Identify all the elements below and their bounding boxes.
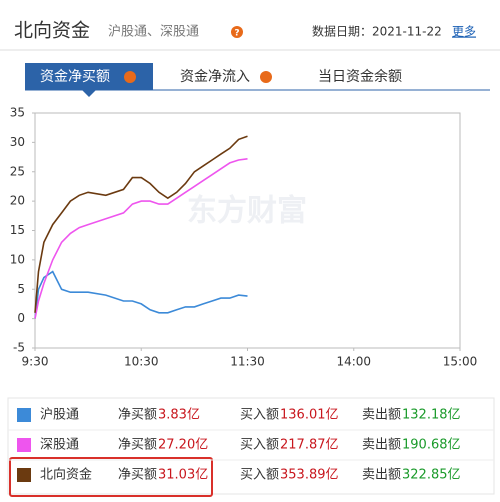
title: 北向资金	[14, 20, 90, 42]
legend-swatch	[17, 408, 31, 422]
y-tick-label: 20	[10, 194, 25, 208]
y-tick-label: -5	[13, 341, 25, 355]
y-tick-label: 30	[10, 135, 25, 149]
table-cell: 353.89亿	[280, 468, 339, 483]
series-line	[34, 135, 248, 313]
y-tick-label: 15	[10, 223, 25, 237]
series-line	[34, 158, 248, 319]
y-tick-label: 35	[10, 106, 25, 120]
table-cell: 沪股通	[40, 407, 79, 423]
table-cell: 3.83亿	[158, 408, 200, 423]
table-cell: 北向资金	[40, 467, 92, 483]
x-tick-label: 9:30	[22, 355, 49, 369]
table-cell: 深股通	[40, 438, 79, 453]
more-link[interactable]: 更多	[452, 25, 476, 39]
table-cell: 买入额	[240, 438, 279, 453]
table-cell: 净买额	[118, 468, 157, 483]
x-tick-label: 10:30	[124, 355, 159, 369]
highlight-box	[9, 457, 213, 497]
x-tick-label: 11:30	[230, 355, 265, 369]
x-tick-label: 15:00	[443, 355, 478, 369]
help-icon[interactable]	[124, 71, 136, 83]
help-icon[interactable]	[260, 71, 272, 83]
table-cell: 217.87亿	[280, 438, 339, 453]
tab[interactable]: 资金净买额	[40, 69, 110, 85]
table-frame	[7, 397, 495, 495]
table-cell: 322.85亿	[402, 468, 461, 483]
legend-swatch	[17, 438, 31, 452]
y-tick-label: 10	[10, 252, 25, 266]
tab[interactable]: 资金净流入	[180, 69, 250, 85]
table-cell: 190.68亿	[402, 438, 461, 453]
x-tick-label: 14:00	[336, 355, 371, 369]
tab-pointer	[82, 90, 96, 97]
table-cell: 卖出额	[362, 468, 401, 483]
legend-swatch	[17, 468, 31, 482]
table-cell: 31.03亿	[158, 468, 208, 483]
table-cell: 27.20亿	[158, 438, 208, 453]
date: 数据日期：2021-11-22	[312, 24, 442, 39]
watermark: 东方财富	[187, 194, 307, 229]
table-cell: 净买额	[118, 438, 157, 453]
tab[interactable]: 当日资金余额	[318, 68, 402, 85]
table-cell: 净买额	[118, 408, 157, 423]
table-cell: 136.01亿	[280, 408, 339, 423]
y-tick-label: 25	[10, 164, 25, 178]
y-tick-label: 5	[17, 282, 25, 296]
series-line	[34, 270, 248, 319]
help-icon-mark: ?	[234, 29, 239, 39]
table-cell: 买入额	[240, 468, 279, 483]
y-tick-label: 0	[17, 311, 25, 325]
help-icon[interactable]	[231, 26, 243, 38]
subtitle: 沪股通、深股通	[108, 24, 199, 40]
table-cell: 132.18亿	[402, 408, 461, 423]
table-cell: 卖出额	[362, 408, 401, 423]
plot-frame	[34, 112, 461, 349]
table-cell: 买入额	[240, 408, 279, 423]
table-cell: 卖出额	[362, 438, 401, 453]
